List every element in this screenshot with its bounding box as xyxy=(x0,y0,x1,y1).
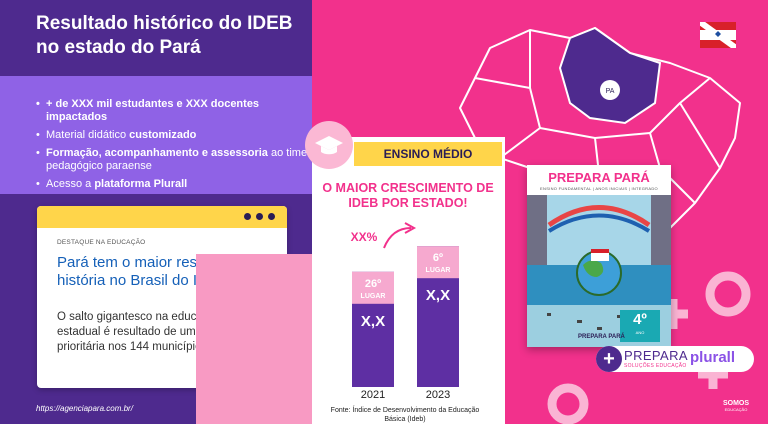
rank-label: 26º xyxy=(365,278,381,290)
bullet-item: Material didático customizado xyxy=(36,129,308,142)
book-logo: PREPARA PARÁ xyxy=(578,334,625,340)
prepara-sublogo: SOLUÇÕES EDUCAÇÃO xyxy=(624,363,687,369)
level-badge: ENSINO MÉDIO xyxy=(354,142,502,166)
para-state xyxy=(558,26,662,125)
book-subtitle: ENSINO FUNDAMENTAL | ANOS INICIAIS | INT… xyxy=(540,186,658,191)
ideb-bar-chart: 26º LUGAR X,X 2021 6º LUGAR X,X 2023 XX% xyxy=(351,222,459,400)
bar-value-label: X,X xyxy=(361,313,385,330)
growth-label: XX% xyxy=(351,230,378,244)
prepara-logo: PREPARA xyxy=(624,348,688,363)
plurall-logo: plurall xyxy=(690,349,736,366)
page-title: Resultado histórico do IDEB no estado do… xyxy=(36,13,293,58)
window-dots-icon xyxy=(244,213,275,220)
bar-value-label: X,X xyxy=(426,287,450,304)
chart-source: Fonte: Índice de Desenvolvimento da Educ… xyxy=(330,407,480,423)
brand-bar xyxy=(596,346,754,372)
grade-label: 4º ANO xyxy=(620,310,660,342)
bar-rank-band xyxy=(417,246,459,279)
bullet-list: + de XXX mil estudantes e XXX docentes i… xyxy=(36,98,308,196)
somos-logo: SOMOS EDUCAÇÃO xyxy=(722,400,750,412)
category-label: 2021 xyxy=(361,389,385,400)
source-url[interactable]: https://agenciapara.com.br/ xyxy=(36,404,133,413)
para-flag-icon xyxy=(700,22,736,48)
chart-title: O MAIOR CRESCIMENTO DE IDEB POR ESTADO! xyxy=(322,181,494,210)
growth-arrow-icon xyxy=(383,227,412,249)
bullet-item: + de XXX mil estudantes e XXX docentes i… xyxy=(36,98,308,124)
bullet-item: Acesso a plataforma Plurall xyxy=(36,178,308,191)
book-title: PREPARA PARÁ xyxy=(548,170,650,185)
state-label: PA xyxy=(606,88,615,95)
graduation-cap-icon xyxy=(305,121,353,169)
rank-label: 6º xyxy=(433,252,443,264)
textbook-cover: PREPARA PARÁ ENSINO FUNDAMENTAL | ANOS I… xyxy=(527,165,671,347)
book-illustration xyxy=(527,195,671,347)
chart-panel xyxy=(312,137,505,424)
book-header xyxy=(527,165,671,195)
decor-pattern xyxy=(547,269,751,424)
browser-bar xyxy=(37,206,287,228)
rank-sub-label: LUGAR xyxy=(426,267,451,274)
arrow-head-icon xyxy=(404,222,417,234)
bar-rank-band xyxy=(352,271,394,304)
card-kicker: DESTAQUE NA EDUCAÇÃO xyxy=(57,239,146,246)
bullet-item: Formação, acompanhamento e assessoria ao… xyxy=(36,147,308,173)
rank-sub-label: LUGAR xyxy=(361,293,386,300)
category-label: 2023 xyxy=(426,389,450,400)
plus-icon: + xyxy=(596,346,622,372)
